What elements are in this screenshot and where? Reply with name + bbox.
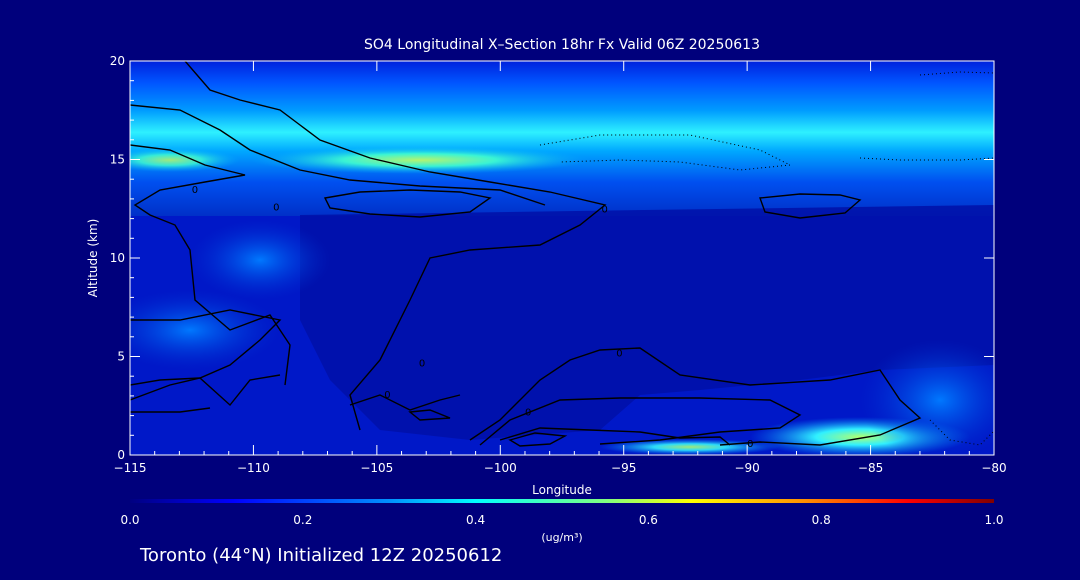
y-tick-label: 0 xyxy=(117,448,125,462)
contour-line xyxy=(130,374,281,407)
x-axis: −115 −110 −105 −100 −95 −90 −85 −80 xyxy=(114,61,1007,475)
y-axis: 0 5 10 15 20 xyxy=(110,54,994,462)
contour-line xyxy=(479,397,802,446)
contour-line xyxy=(469,347,922,446)
contour-label: 0 xyxy=(601,205,607,216)
contour-line-dotted xyxy=(919,71,994,76)
x-axis-label: Longitude xyxy=(532,483,592,497)
contour-labels: 0 0 0 0 0 0 0 0 xyxy=(192,185,754,450)
colorbar-tick-label: 0.6 xyxy=(639,513,658,527)
heatmap-hotspot-low-2 xyxy=(600,439,780,455)
contour-line xyxy=(130,104,546,206)
y-tick-label: 10 xyxy=(110,251,125,265)
colorbar-tick-label: 0.2 xyxy=(293,513,312,527)
contour-line xyxy=(130,309,282,386)
heatmap-upper-band xyxy=(130,61,994,216)
y-axis-label: Altitude (km) xyxy=(86,219,100,298)
heatmap-hotspot-upper-left xyxy=(130,148,240,172)
contour-label: 0 xyxy=(273,203,279,214)
x-tick-label: −110 xyxy=(237,461,270,475)
colorbar-tick-label: 0.0 xyxy=(120,513,139,527)
heatmap-patch-left-1 xyxy=(130,290,280,370)
contour-lines xyxy=(130,61,994,447)
y-tick-label: 20 xyxy=(110,54,125,68)
x-tick-label: −105 xyxy=(360,461,393,475)
heatmap-dark-region xyxy=(300,205,994,440)
heatmap-patch-lower-right xyxy=(860,340,994,455)
contour-line xyxy=(130,144,291,386)
colorbar-unit-label: (ug/m³) xyxy=(541,531,582,544)
contour-line xyxy=(184,61,607,431)
x-tick-label: −115 xyxy=(114,461,147,475)
heatmap-hotspot-upper xyxy=(250,146,590,174)
x-tick-label: −100 xyxy=(484,461,517,475)
contour-line-dotted xyxy=(859,157,994,161)
x-tick-label: −95 xyxy=(611,461,636,475)
contour-label: 0 xyxy=(616,349,622,360)
x-tick-label: −80 xyxy=(981,461,1006,475)
colorbar-tick-label: 0.8 xyxy=(812,513,831,527)
contour-line xyxy=(130,407,211,413)
colorbar xyxy=(130,499,994,503)
plot-area: 0 0 0 0 0 0 0 0 xyxy=(130,61,994,455)
colorbar-tick-label: 0.4 xyxy=(466,513,485,527)
x-tick-label: −85 xyxy=(858,461,883,475)
heatmap-patch-left-2 xyxy=(190,220,330,300)
contour-label: 0 xyxy=(525,408,531,419)
contour-line xyxy=(508,432,568,447)
chart-title: SO4 Longitudinal X–Section 18hr Fx Valid… xyxy=(364,37,760,53)
contour-line xyxy=(759,193,862,219)
contour-label: 0 xyxy=(747,439,753,450)
colorbar-ticks: 0.0 0.2 0.4 0.6 0.8 1.0 xyxy=(120,513,1003,527)
y-tick-label: 15 xyxy=(110,153,125,167)
contour-label: 0 xyxy=(192,185,198,196)
contour-label: 0 xyxy=(419,358,425,369)
contour-line xyxy=(349,394,461,411)
contour-label: 0 xyxy=(384,390,390,401)
colorbar-tick-label: 1.0 xyxy=(984,513,1003,527)
footer-text: Toronto (44°N) Initialized 12Z 20250612 xyxy=(139,545,502,566)
y-tick-label: 5 xyxy=(117,350,125,364)
contour-line xyxy=(499,427,731,446)
contour-line xyxy=(408,409,451,421)
contour-line xyxy=(323,189,492,218)
x-tick-label: −90 xyxy=(734,461,759,475)
